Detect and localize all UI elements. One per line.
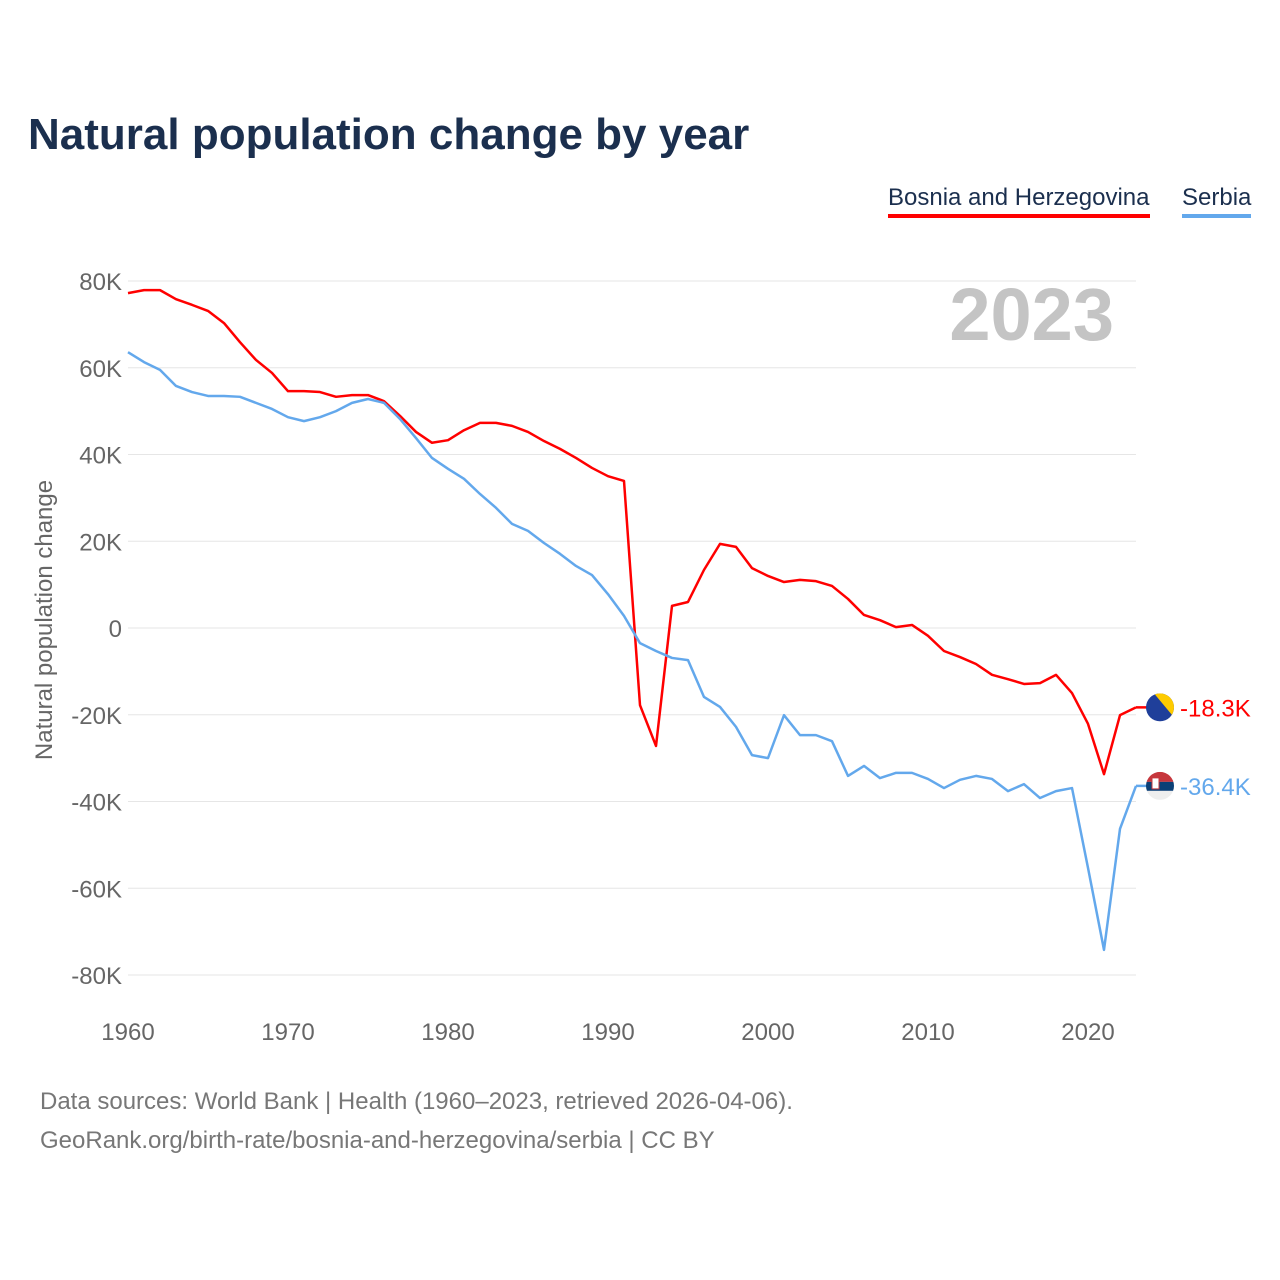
legend-item-serbia[interactable]: Serbia	[1182, 184, 1252, 218]
footer-link[interactable]: GeoRank.org/birth-rate/bosnia-and-herzeg…	[40, 1127, 715, 1154]
x-tick-label: 1970	[261, 1019, 314, 1046]
y-tick-label: -20K	[71, 703, 122, 730]
y-tick-label: 40K	[79, 443, 122, 470]
y-tick-label: -40K	[71, 790, 122, 817]
x-tick-label: 1990	[581, 1019, 634, 1046]
y-tick-label: -80K	[71, 963, 122, 990]
x-tick-label: 2020	[1061, 1019, 1114, 1046]
y-tick-label: 0	[109, 616, 122, 643]
x-tick-label: 1980	[421, 1019, 474, 1046]
y-tick-label: -60K	[71, 876, 122, 903]
chart-title: Natural population change by year	[28, 110, 750, 159]
footer-sources: Data sources: World Bank | Health (1960–…	[40, 1088, 793, 1115]
y-axis-label: Natural population change	[31, 480, 58, 760]
serbia-flag-icon	[1146, 771, 1174, 800]
x-tick-label: 1960	[101, 1019, 154, 1046]
legend-item-bosnia[interactable]: Bosnia and Herzegovina	[888, 184, 1150, 218]
series-line-serbia	[127, 351, 1138, 952]
series-line-bosnia	[127, 288, 1137, 776]
x-tick-label: 2010	[901, 1019, 954, 1046]
year-label: 2023	[949, 273, 1114, 356]
end-value-label: -36.4K	[1180, 774, 1251, 801]
x-tick-label: 2000	[741, 1019, 794, 1046]
bosnia-flag-icon	[1146, 693, 1174, 722]
y-tick-label: 80K	[79, 269, 122, 296]
y-tick-label: 60K	[79, 356, 122, 383]
y-tick-label: 20K	[79, 529, 122, 556]
end-value-label: -18.3K	[1180, 695, 1251, 722]
